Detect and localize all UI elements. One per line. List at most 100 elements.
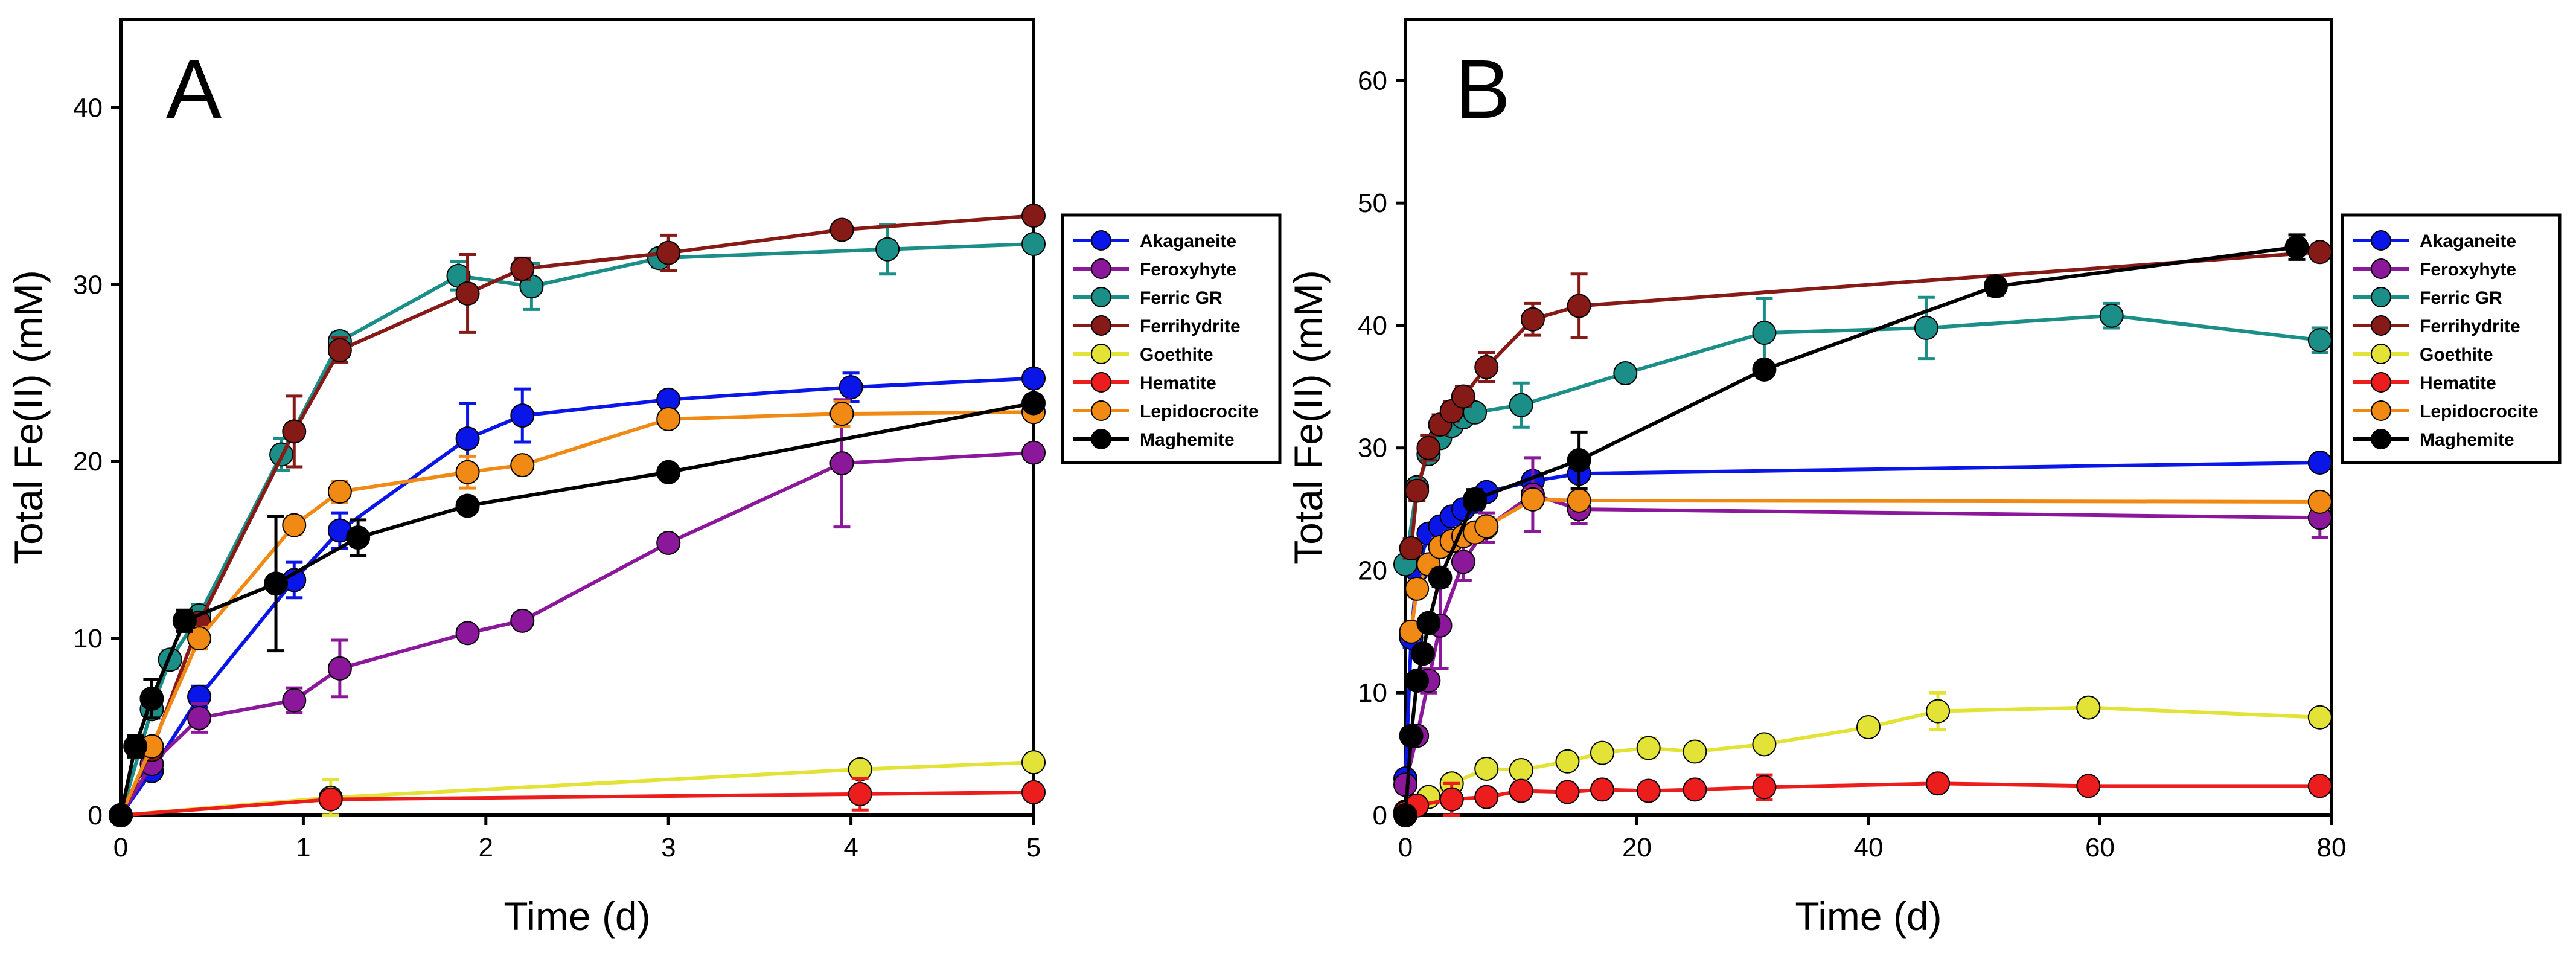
panel-b-data-point: Ferric GR — [1509, 393, 1533, 417]
panel-a-series-feroxyhyte: Feroxyhyte Feroxyhyte Feroxyhyte Feroxyhyte… — [109, 398, 1046, 827]
panel-b-data-point: Hematite — [1683, 777, 1707, 802]
panel-a-x-tick-label: 5 — [1026, 833, 1041, 862]
panel-a-data-point: Lepidocrocite — [282, 513, 307, 537]
panel-b-data-point: Maghemite — [1752, 357, 1777, 382]
panel-a-x-tick-label: 2 — [479, 833, 493, 862]
panel-a-plot-frame — [119, 18, 1035, 817]
panel-b-data-point: Hematite — [2307, 774, 2332, 798]
panel-b-data-point: Feroxyhyte — [1451, 550, 1475, 574]
panel-b-data-point: Goethite — [2307, 705, 2332, 730]
panel-b-y-tick-label: 40 — [1358, 311, 1387, 341]
panel-a-panel-letter: A — [166, 43, 222, 136]
panel-b-legend-label: Goethite — [2420, 345, 2493, 365]
panel-b-y-tick-label: 20 — [1358, 556, 1387, 585]
panel-b-series-line-hematite — [1404, 781, 2320, 815]
panel-b-series-line-lepidocrocite — [1409, 497, 2320, 632]
panel-a-series-line-maghemite — [119, 401, 1034, 816]
panel-a-series-line-akaganeite — [119, 376, 1034, 817]
panel-b-data-point: Goethite — [1683, 739, 1707, 764]
panel-a-data-point: Ferrihydrite — [1021, 204, 1046, 228]
panel-b-legend-swatch-marker — [2371, 400, 2391, 421]
panel-b-chart: 0 20 40 60 80 0 10 20 30 40 50 60 Time (d) Total Fe(I… — [1286, 18, 2562, 939]
panel-b-y-tick-label: 60 — [1358, 66, 1387, 95]
panel-b-data-point: Goethite — [1509, 757, 1533, 782]
panel-a-series-line-ferric-gr — [119, 242, 1034, 816]
panel-b-data-point: Hematite — [1926, 771, 1951, 796]
panel-a-data-point: Feroxyhyte — [829, 451, 854, 476]
panel-a-data-point: Maghemite — [123, 734, 148, 759]
panel-b-y-tick-label: 50 — [1358, 188, 1387, 218]
panel-b-data-point: Hematite — [1439, 787, 1464, 812]
panel-a-data-point: Akaganeite — [510, 403, 535, 428]
panel-a-legend-label: Ferrihydrite — [1140, 316, 1241, 336]
panel-b-data-point: Lepidocrocite — [1474, 514, 1499, 539]
panel-b-legend-label: Hematite — [2420, 373, 2496, 393]
panel-a-data-point: Ferrihydrite — [829, 217, 854, 242]
panel-a-y-tick-label: 30 — [73, 270, 103, 300]
panel-a-legend-swatch-marker — [1091, 344, 1111, 364]
panel-a-data-point: Maghemite — [346, 525, 371, 550]
panel-b-legend-swatch-marker — [2371, 287, 2391, 307]
panel-a-data-point: Ferrihydrite — [282, 419, 307, 444]
panel-a-data-point: Ferrihydrite — [656, 240, 681, 265]
panel-b-x-axis-title: Time (d) — [1795, 894, 1942, 939]
panel-b-data-point: Lepidocrocite — [1405, 576, 1430, 601]
panel-b-data-point: Ferrihydrite — [2307, 240, 2332, 265]
panel-b-data-point: Ferric GR — [1613, 361, 1638, 386]
panel-b-series-goethite: Goethite Goethite Goethite Goethite Goethite… — [1393, 691, 2332, 824]
panel-b-data-point: Ferrihydrite — [1399, 536, 1424, 560]
panel-b-data-point: Goethite — [1752, 732, 1777, 757]
panel-a-data-point: Maghemite — [172, 608, 197, 633]
panel-a-series-line-hematite — [120, 790, 1034, 817]
panel-a-x-tick-label: 1 — [296, 833, 310, 862]
panel-b-data-point: Lepidocrocite — [1567, 488, 1591, 513]
panel-a-y-tick-label: 20 — [73, 447, 103, 477]
panel-b-data-point: Maghemite — [1567, 448, 1591, 472]
panel-b-legend-box — [2341, 213, 2562, 464]
panel-b-legend-label: Ferrihydrite — [2420, 316, 2520, 336]
panel-a-legend-label: Feroxyhyte — [1140, 260, 1236, 280]
panel-b-legend-swatch-marker — [2371, 372, 2391, 393]
panel-b-series-ferrihydrite: Ferrihydrite Ferrihydrite Ferrihydrite Ferr… — [1399, 240, 2332, 560]
panel-a-series-akaganeite: Akaganeite Akaganeite Akaganeite Akaganeite… — [109, 366, 1046, 827]
panel-b-data-point: Goethite — [1590, 740, 1614, 765]
panel-a-legend-label: Hematite — [1140, 373, 1216, 393]
panel-b-data-point: Maghemite — [1405, 668, 1430, 693]
panel-b-data-point: Goethite — [1856, 715, 1881, 740]
panel-b-data-point: Ferrihydrite — [1520, 307, 1545, 332]
panel-a-series-lepidocrocite: Lepidocrocite Lepidocrocite Lepidocrocite L… — [109, 400, 1046, 827]
panel-a-data-point: Lepidocrocite — [829, 402, 854, 426]
panel-a-data-point: Feroxyhyte — [656, 530, 681, 555]
panel-a-legend-label: Goethite — [1140, 345, 1213, 365]
panel-a-y-axis-title: Total Fe(II) (mM) — [6, 270, 51, 565]
panel-a-data-point: Lepidocrocite — [455, 460, 480, 484]
panel-b-data-point: Hematite — [1590, 777, 1614, 802]
panel-b-data-point: Ferrihydrite — [1451, 384, 1475, 409]
panel-a-data-point: Akaganeite — [839, 375, 863, 400]
panel-a-x-tick-label: 0 — [113, 833, 128, 862]
panel-a-legend-label: Akaganeite — [1140, 231, 1236, 251]
panel-a-data-point: Hematite — [1021, 780, 1046, 804]
panel-b-legend-label: Maghemite — [2420, 430, 2514, 450]
panel-a-data-point: Feroxyhyte — [455, 621, 480, 646]
panel-a-data-point: Ferric GR — [875, 237, 900, 262]
panel-b-legend-swatch-marker — [2371, 344, 2391, 364]
panel-b-y-tick-label: 30 — [1358, 434, 1387, 463]
panel-b-data-point: Maghemite — [1410, 641, 1435, 666]
panel-b-data-point: Goethite — [1555, 749, 1580, 774]
panel-a-series-line-ferrihydrite — [119, 214, 1034, 817]
panel-a-data-point: Maghemite — [264, 571, 289, 596]
panel-b-legend: Akaganeite Feroxyhyte Ferric GR Ferrihydrit… — [2341, 213, 2562, 464]
panel-b-data-point: Hematite — [1474, 785, 1499, 809]
panel-b-data-point: Maghemite — [1416, 611, 1441, 635]
panel-b-data-point: Hematite — [1509, 778, 1533, 803]
panel-b-data-point: Hematite — [1752, 775, 1777, 800]
panel-b-series-lepidocrocite: Lepidocrocite Lepidocrocite Lepidocrocite L… — [1399, 487, 2332, 644]
panel-b-data-point: Maghemite — [1393, 803, 1417, 827]
panel-b-data-point: Ferrihydrite — [1405, 478, 1430, 503]
panel-b-data-point: Goethite — [2076, 695, 2101, 720]
panel-b-legend-label: Akaganeite — [2420, 231, 2516, 251]
panel-a-series-ferric-gr: Ferric GRFerric GRFerric GRFerric GRFerr… — [109, 223, 1046, 827]
panel-a-legend-swatch-marker — [1091, 372, 1111, 393]
panel-a-data-point: Hematite — [848, 781, 872, 806]
